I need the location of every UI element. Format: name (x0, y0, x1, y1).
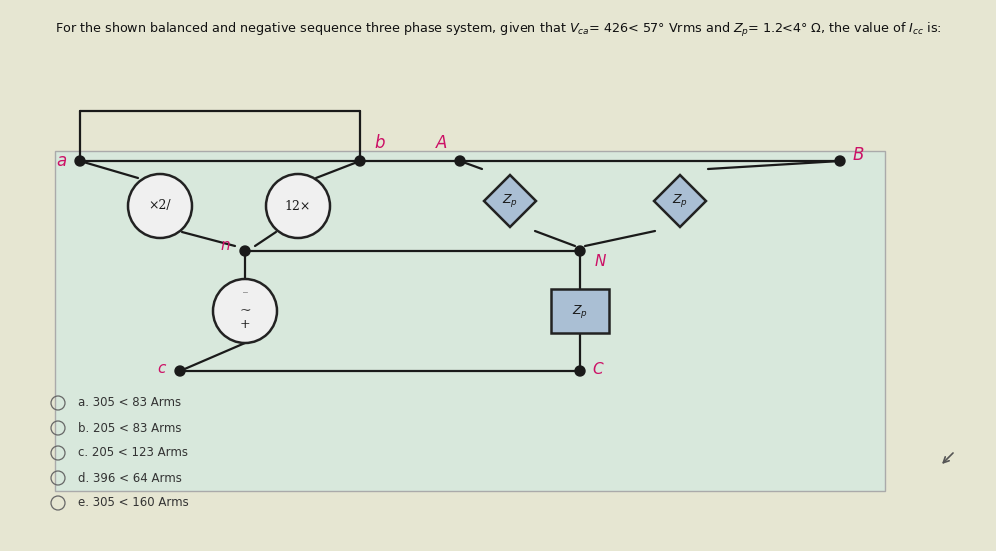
Text: $n$: $n$ (220, 239, 230, 253)
Circle shape (128, 174, 192, 238)
Circle shape (175, 366, 185, 376)
Circle shape (575, 246, 585, 256)
Text: $C$: $C$ (592, 361, 605, 377)
Text: $A$: $A$ (435, 134, 448, 152)
Circle shape (455, 156, 465, 166)
Polygon shape (654, 175, 706, 227)
Circle shape (835, 156, 845, 166)
Polygon shape (484, 175, 536, 227)
Text: ×2/: ×2/ (148, 199, 171, 213)
Text: +: + (240, 318, 250, 332)
Circle shape (75, 156, 85, 166)
Text: a. 305 < 83 Arms: a. 305 < 83 Arms (78, 397, 181, 409)
Text: e. 305 < 160 Arms: e. 305 < 160 Arms (78, 496, 189, 510)
Text: $Z_p$: $Z_p$ (672, 192, 688, 209)
FancyBboxPatch shape (551, 289, 609, 333)
Circle shape (213, 279, 277, 343)
Text: $a$: $a$ (57, 153, 68, 170)
Text: ‾: ‾ (243, 293, 247, 301)
Text: 12×: 12× (285, 199, 311, 213)
Circle shape (240, 246, 250, 256)
Text: For the shown balanced and negative sequence three phase system, given that $V_{: For the shown balanced and negative sequ… (55, 21, 941, 39)
Text: d. 396 < 64 Arms: d. 396 < 64 Arms (78, 472, 182, 484)
Circle shape (575, 366, 585, 376)
Text: $c$: $c$ (157, 362, 167, 376)
Text: $N$: $N$ (594, 253, 607, 269)
Text: $Z_p$: $Z_p$ (572, 302, 588, 320)
Text: b. 205 < 83 Arms: b. 205 < 83 Arms (78, 422, 181, 435)
Text: ~: ~ (239, 304, 251, 318)
Circle shape (266, 174, 330, 238)
Circle shape (355, 156, 365, 166)
Text: $B$: $B$ (852, 148, 865, 165)
Text: c. 205 < 123 Arms: c. 205 < 123 Arms (78, 446, 188, 460)
FancyBboxPatch shape (55, 151, 885, 491)
Text: $Z_p$: $Z_p$ (502, 192, 518, 209)
Text: $b$: $b$ (374, 134, 385, 152)
